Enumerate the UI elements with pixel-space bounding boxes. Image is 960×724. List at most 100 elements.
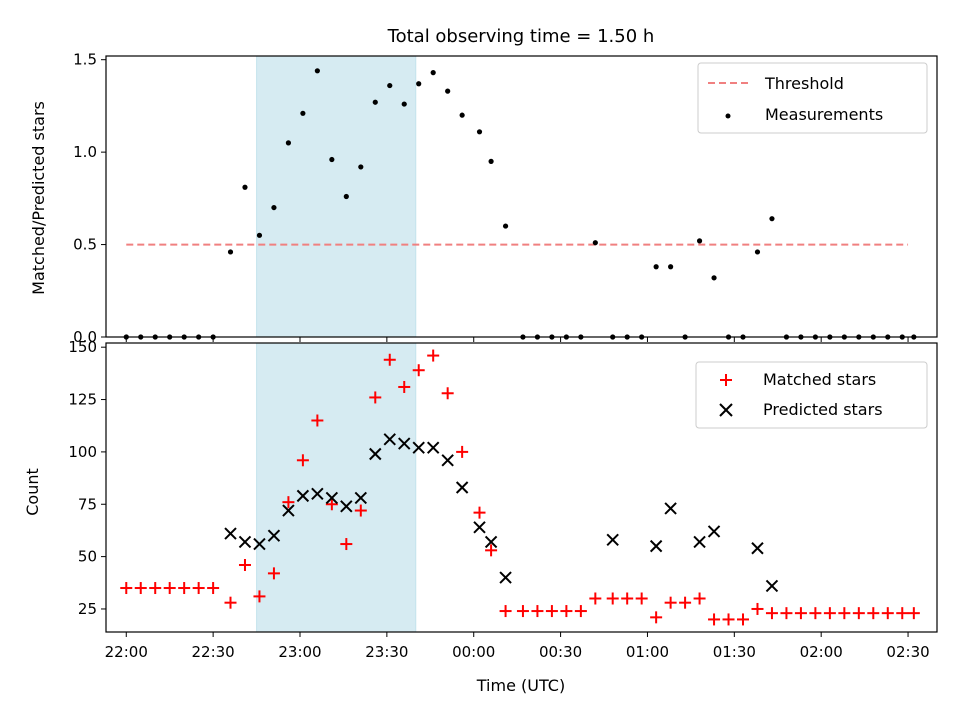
point-measurements-24 (476, 129, 483, 135)
point-matched-stars-14 (325, 498, 338, 511)
point-measurements-19 (401, 101, 407, 107)
point-matched-stars-13 (311, 414, 324, 427)
point-measurements-11 (285, 140, 292, 146)
point-measurements-44 (769, 216, 775, 222)
point-matched-stars-45 (780, 607, 793, 620)
point-matched-stars-5 (192, 582, 205, 595)
y-tick-label-bottom-5: 150 (68, 338, 97, 356)
point-matched-stars-35 (635, 592, 648, 605)
point-matched-stars-46 (794, 607, 807, 620)
x-tick-label-3: 23:30 (365, 643, 408, 661)
point-matched-stars-21 (427, 349, 440, 362)
point-matched-stars-9 (253, 590, 266, 603)
y-tick-label-bottom-1: 50 (78, 548, 97, 566)
x-tick-label-1: 22:30 (192, 643, 235, 661)
x-tick-label-6: 01:00 (626, 643, 669, 661)
point-matched-stars-3 (163, 582, 176, 595)
x-tick-label-0: 22:00 (105, 643, 148, 661)
point-matched-stars-1 (134, 582, 147, 595)
point-matched-stars-33 (606, 592, 619, 605)
point-matched-stars-12 (296, 454, 309, 467)
x-tick-label-7: 01:30 (713, 643, 756, 661)
y-axis-label-top: Matched/Predicted stars (29, 101, 48, 295)
point-predicted-stars-7 (325, 491, 339, 505)
legend-predicted-swatch (719, 403, 733, 417)
panel-top: 0.0 0.5 1.0 1.5 Matched/Predicted stars Thr… (29, 51, 938, 346)
point-predicted-stars-2 (253, 537, 266, 551)
point-predicted-stars-1 (238, 535, 252, 549)
point-matched-stars-15 (340, 538, 353, 551)
point-matched-stars-4 (178, 582, 191, 595)
point-measurements-25 (488, 158, 494, 164)
point-measurements-15 (343, 193, 349, 200)
point-measurements-37 (668, 264, 674, 270)
point-measurements-39 (696, 238, 703, 244)
point-predicted-stars-9 (354, 491, 368, 505)
point-matched-stars-47 (809, 607, 822, 620)
legend-top: Threshold Measurements (697, 62, 928, 134)
point-predicted-stars-15 (441, 454, 454, 467)
point-predicted-stars-10 (369, 447, 382, 461)
point-matched-stars-28 (531, 605, 544, 618)
point-matched-stars-37 (664, 596, 677, 609)
legend-threshold-label: Threshold (764, 74, 844, 93)
point-measurements-40 (711, 275, 717, 281)
x-tick-label-9: 02:30 (886, 643, 929, 661)
point-matched-stars-54 (907, 607, 920, 620)
y-tick-label-bottom-2: 75 (78, 495, 97, 513)
x-axis-label: Time (UTC) (476, 676, 565, 695)
point-measurements-12 (300, 110, 306, 116)
point-matched-stars-27 (516, 605, 529, 618)
point-matched-stars-29 (545, 605, 558, 618)
plot-frame-bottom (105, 342, 938, 633)
shaded-span-bottom (256, 342, 417, 633)
point-matched-stars-39 (693, 592, 706, 605)
y-tick-label-bottom-0: 25 (78, 600, 97, 618)
point-matched-stars-31 (574, 605, 587, 618)
x-tick-label-2: 23:00 (278, 643, 321, 661)
point-matched-stars-24 (473, 506, 486, 519)
point-measurements-7 (227, 249, 234, 255)
y-tick-label-top-3: 1.5 (73, 51, 97, 69)
point-predicted-stars-26 (765, 579, 779, 593)
point-measurements-20 (416, 81, 422, 87)
legend-matched-label: Matched stars (763, 370, 876, 389)
point-matched-stars-17 (369, 391, 382, 404)
point-predicted-stars-17 (473, 521, 486, 534)
point-measurements-32 (592, 240, 598, 246)
y-tick-label-bottom-3: 100 (68, 443, 97, 461)
panel-bottom: 25 50 75 100 125 150 22:00 22:30 23:00 23:30 00:0… (23, 338, 938, 695)
point-predicted-stars-20 (606, 533, 619, 547)
point-matched-stars-41 (722, 613, 735, 626)
point-matched-stars-23 (456, 445, 469, 458)
legend-measurements-swatch (725, 113, 731, 119)
point-measurements-10 (271, 204, 277, 211)
point-predicted-stars-25 (751, 542, 764, 555)
point-matched-stars-16 (354, 504, 367, 517)
point-matched-stars-53 (896, 607, 909, 620)
point-matched-stars-10 (267, 567, 280, 580)
point-predicted-stars-3 (267, 529, 281, 542)
point-measurements-26 (502, 223, 509, 229)
point-predicted-stars-14 (426, 441, 440, 454)
point-predicted-stars-23 (693, 535, 706, 549)
point-predicted-stars-24 (707, 525, 721, 538)
point-matched-stars-49 (838, 607, 851, 620)
point-matched-stars-40 (708, 613, 721, 626)
point-matched-stars-32 (589, 592, 602, 605)
point-measurements-43 (754, 249, 761, 255)
shaded-span-top (256, 55, 417, 338)
x-tick-label-8: 02:00 (800, 643, 843, 661)
point-matched-stars-42 (737, 613, 750, 626)
legend-predicted-label: Predicted stars (763, 400, 883, 419)
x-tick-label-4: 00:00 (452, 643, 495, 661)
point-matched-stars-22 (441, 387, 454, 400)
plot-frame-top (105, 55, 938, 338)
legend-matched-swatch (720, 374, 732, 386)
point-measurements-14 (329, 156, 335, 163)
point-matched-stars-25 (485, 544, 498, 557)
point-matched-stars-34 (621, 592, 634, 605)
point-measurements-13 (314, 68, 320, 74)
y-tick-label-bottom-4: 125 (68, 391, 97, 409)
point-matched-stars-7 (224, 596, 237, 609)
